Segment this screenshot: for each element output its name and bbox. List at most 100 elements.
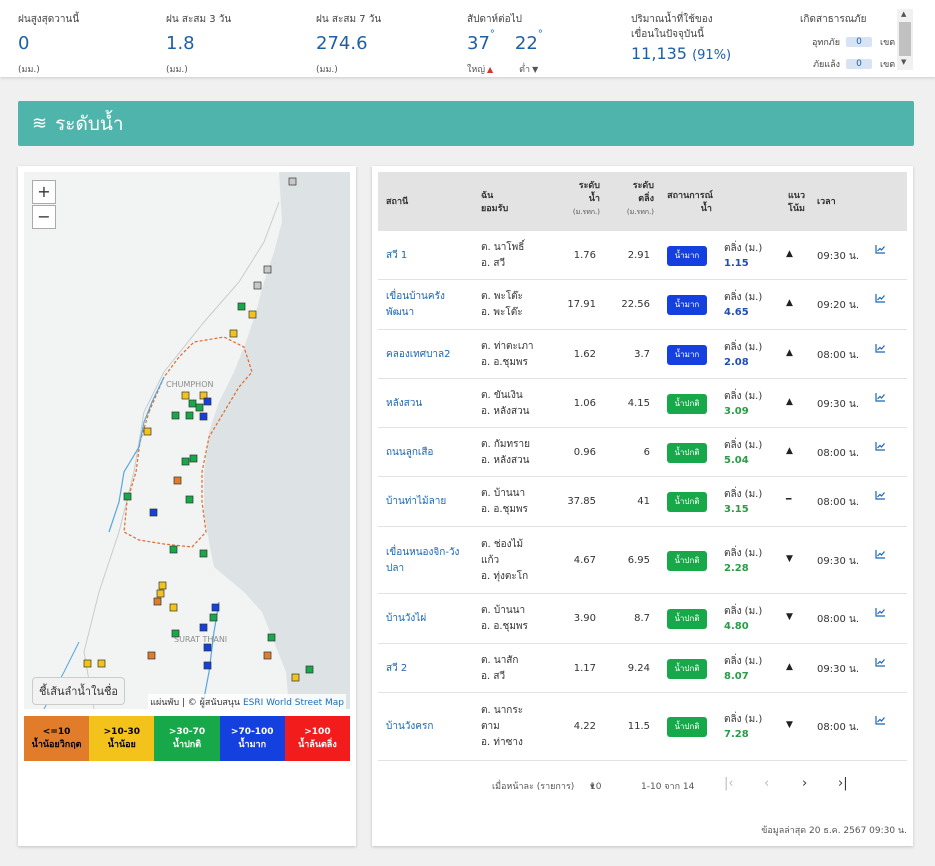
col-bank-level[interactable]: ระดับ ตลิ่ง (ม.รทก.) bbox=[626, 181, 654, 216]
chart-icon[interactable] bbox=[875, 293, 886, 306]
chart-icon[interactable] bbox=[875, 657, 886, 670]
station-map[interactable]: CHUMPHON SURAT THANI CHANGLAN bbox=[24, 172, 350, 709]
water-level-value: 4.22 bbox=[573, 721, 596, 732]
station-name-link[interactable]: สวี 2 bbox=[386, 662, 408, 674]
station-name-link[interactable]: คลองเทศบาล2 bbox=[386, 348, 451, 360]
station-name-link[interactable]: หลังสวน bbox=[386, 397, 423, 409]
bank-compare: ตลิ่ง (ม.) 5.04 bbox=[724, 439, 763, 466]
zoom-in-button[interactable]: + bbox=[32, 180, 56, 204]
station-name-link[interactable]: เขื่อนหนองจิก-วัง ปลา bbox=[386, 546, 460, 574]
chart-icon[interactable] bbox=[875, 490, 886, 503]
reading-time: 09:30 น. bbox=[817, 663, 860, 675]
col-status[interactable]: สถานการณ์ น้ำ bbox=[667, 191, 713, 214]
scroll-up-icon[interactable]: ▲ bbox=[901, 10, 907, 18]
station-name-link[interactable]: เขื่อนบ้านครัง พัฒนา bbox=[386, 291, 445, 318]
table-row[interactable]: สวี 1 ต. นาโพธิ์ อ. สวี 1.76 2.91 น้ำมาก ตลิ่ง… bbox=[378, 231, 907, 280]
col-station[interactable]: สถานี bbox=[386, 197, 409, 207]
water-level-header: ≋ ระดับน้ำ bbox=[18, 101, 914, 146]
station-location: ต. นาสัก อ. สวี bbox=[481, 654, 519, 682]
scroll-thumb[interactable] bbox=[899, 22, 911, 56]
attribution-text: แผ่นพับ | © ผู้สนับสนุน bbox=[150, 698, 241, 708]
rain-3day-value: 1.8 bbox=[166, 33, 195, 54]
last-page-icon[interactable]: ›| bbox=[838, 776, 848, 791]
table-row[interactable]: เขื่อนบ้านครัง พัฒนา ต. พะโต๊ะ อ. พะโต๊ะ 17.… bbox=[378, 280, 907, 330]
esri-link[interactable]: ESRI World Street Map bbox=[242, 698, 344, 708]
reading-time: 09:30 น. bbox=[817, 555, 860, 567]
temp-high-label: ใหญ่ bbox=[467, 65, 485, 75]
station-location: ต. ช่องไม้ แก้ว อ. ทุ่งตะโก bbox=[481, 538, 529, 582]
bank-level-value: 6 bbox=[643, 446, 650, 458]
bank-level-value: 6.95 bbox=[627, 554, 650, 566]
next-page-icon[interactable]: › bbox=[802, 776, 808, 791]
bank-compare: ตลิ่ง (ม.) 2.08 bbox=[724, 341, 763, 368]
trend-icon: ▼ bbox=[786, 612, 793, 622]
station-markers[interactable] bbox=[83, 177, 314, 682]
table-row[interactable]: บ้านวังไผ่ ต. บ้านนา อ. อ.ชุมพร 3.90 8.7 น้ำป… bbox=[378, 594, 907, 644]
dam-label-2: เขื่อนในปัจจุบันนี้ bbox=[631, 29, 704, 40]
status-badge: น้ำมาก bbox=[667, 245, 707, 266]
station-name-link[interactable]: บ้านวังครก bbox=[386, 721, 434, 732]
prev-page-icon[interactable]: ‹ bbox=[764, 776, 770, 791]
status-badge: น้ำปกติ bbox=[667, 717, 707, 737]
station-name-link[interactable]: บ้านท่าไม้ลาย bbox=[386, 496, 447, 507]
status-badge: น้ำปกติ bbox=[667, 442, 707, 463]
first-page-icon[interactable]: |‹ bbox=[724, 776, 734, 791]
col-trend[interactable]: แนว โน้ม bbox=[788, 191, 806, 214]
summary-scrollbar[interactable]: ▲ ▼ bbox=[897, 9, 913, 70]
table-header: สถานี ฉัน ยอมรับ ระดับ น้ำ (ม.รทก.) ระดับ ตล… bbox=[378, 172, 907, 231]
bank-level-value: 9.24 bbox=[627, 662, 650, 674]
water-level-value: 1.76 bbox=[573, 249, 596, 261]
bank-level-value: 41 bbox=[637, 496, 650, 507]
table-row[interactable]: บ้านวังครก ต. นากระ ตาม อ. ท่าซาง 4.22 11.5 น้… bbox=[378, 693, 907, 761]
max-rain-stat: ฝนสูงสุดวานนี้ 0 (มม.) bbox=[18, 12, 79, 76]
table-row[interactable]: เขื่อนหนองจิก-วัง ปลา ต. ช่องไม้ แก้ว อ. ทุ่… bbox=[378, 527, 907, 594]
table-row[interactable]: หลังสวน ต. ขันเงิน อ. หลังสวน 1.06 4.15 น้ำปก… bbox=[378, 379, 907, 428]
bank-level-value: 4.15 bbox=[627, 397, 650, 409]
status-badge: น้ำมาก bbox=[667, 344, 707, 365]
scroll-down-icon[interactable]: ▼ bbox=[901, 58, 907, 66]
bank-level-value: 22.56 bbox=[621, 299, 650, 310]
trend-icon: ▲ bbox=[786, 661, 793, 672]
zoom-out-button[interactable]: − bbox=[32, 205, 56, 229]
table-row[interactable]: คลองเทศบาล2 ต. ท่าตะเภา อ. อ.ชุมพร 1.62 3.7 น… bbox=[378, 330, 907, 379]
legend-critical-low: <=10 น้ำน้อยวิกฤต bbox=[24, 716, 90, 761]
map-label-surat: SURAT THANI bbox=[174, 635, 227, 644]
river-toggle-button[interactable]: ชี้เส้นลำน้ำในชื่อ bbox=[32, 677, 126, 705]
pagination: เมื่อหน้าละ (รายการ) 10 ▾ 1-10 จาก 14 |‹… bbox=[492, 776, 848, 792]
dam-percent: (91%) bbox=[692, 48, 732, 63]
legend-high: >70-100 น้ำมาก bbox=[219, 716, 285, 761]
rain-3day-label: ฝน สะสม 3 วัน bbox=[166, 14, 232, 25]
station-name-link[interactable]: สวี 1 bbox=[386, 249, 408, 261]
col-time[interactable]: เวลา bbox=[817, 197, 836, 207]
disaster-label: เกิดสาธารณภัย bbox=[800, 14, 867, 25]
drought-label: ภัยแล้ง bbox=[813, 60, 840, 70]
water-level-value: 3.90 bbox=[573, 613, 596, 624]
page-range: 1-10 จาก 14 bbox=[641, 782, 695, 792]
chart-icon[interactable] bbox=[875, 607, 886, 620]
chart-icon[interactable] bbox=[875, 441, 886, 454]
chart-icon[interactable] bbox=[875, 392, 886, 405]
flood-unit: เขต bbox=[880, 38, 896, 48]
chart-icon[interactable] bbox=[875, 244, 886, 257]
chart-icon[interactable] bbox=[875, 343, 886, 356]
bank-level-value: 2.91 bbox=[627, 249, 650, 261]
table-row[interactable]: บ้านท่าไม้ลาย ต. บ้านนา อ. อ.ชุมพร 37.85 41 น… bbox=[378, 477, 907, 527]
bank-compare: ตลิ่ง (ม.) 4.65 bbox=[724, 292, 763, 318]
station-name-link[interactable]: ถนนลูกเสือ bbox=[386, 446, 434, 458]
bank-compare: ตลิ่ง (ม.) 1.15 bbox=[724, 242, 763, 269]
chart-icon[interactable] bbox=[875, 715, 886, 728]
dam-label-1: ปริมาณน้ำที่ใช้ของ bbox=[631, 14, 713, 25]
trend-icon: ▲ bbox=[786, 445, 793, 456]
max-rain-unit: (มม.) bbox=[18, 65, 40, 75]
map-legend: <=10 น้ำน้อยวิกฤต >10-30 น้ำน้อย >30-70 น้ำ… bbox=[24, 716, 351, 761]
reading-time: 09:20 น. bbox=[817, 300, 860, 311]
table-row[interactable]: สวี 2 ต. นาสัก อ. สวี 1.17 9.24 น้ำปกติ ตลิ่ง … bbox=[378, 644, 907, 693]
col-location[interactable]: ฉัน ยอมรับ bbox=[481, 191, 509, 214]
station-name-link[interactable]: บ้านวังไผ่ bbox=[386, 613, 427, 624]
rain-7day-label: ฝน สะสม 7 วัน bbox=[316, 14, 382, 25]
flood-count: 0 bbox=[846, 37, 872, 47]
col-water-level[interactable]: ระดับ น้ำ (ม.รทก.) bbox=[572, 181, 600, 216]
chart-icon[interactable] bbox=[875, 549, 886, 562]
table-row[interactable]: ถนนลูกเสือ ต. กัมทราย อ. หลังสวน 0.96 6 น้ำปก… bbox=[378, 428, 907, 477]
rows-per-page-label: เมื่อหน้าละ (รายการ) bbox=[492, 782, 575, 792]
